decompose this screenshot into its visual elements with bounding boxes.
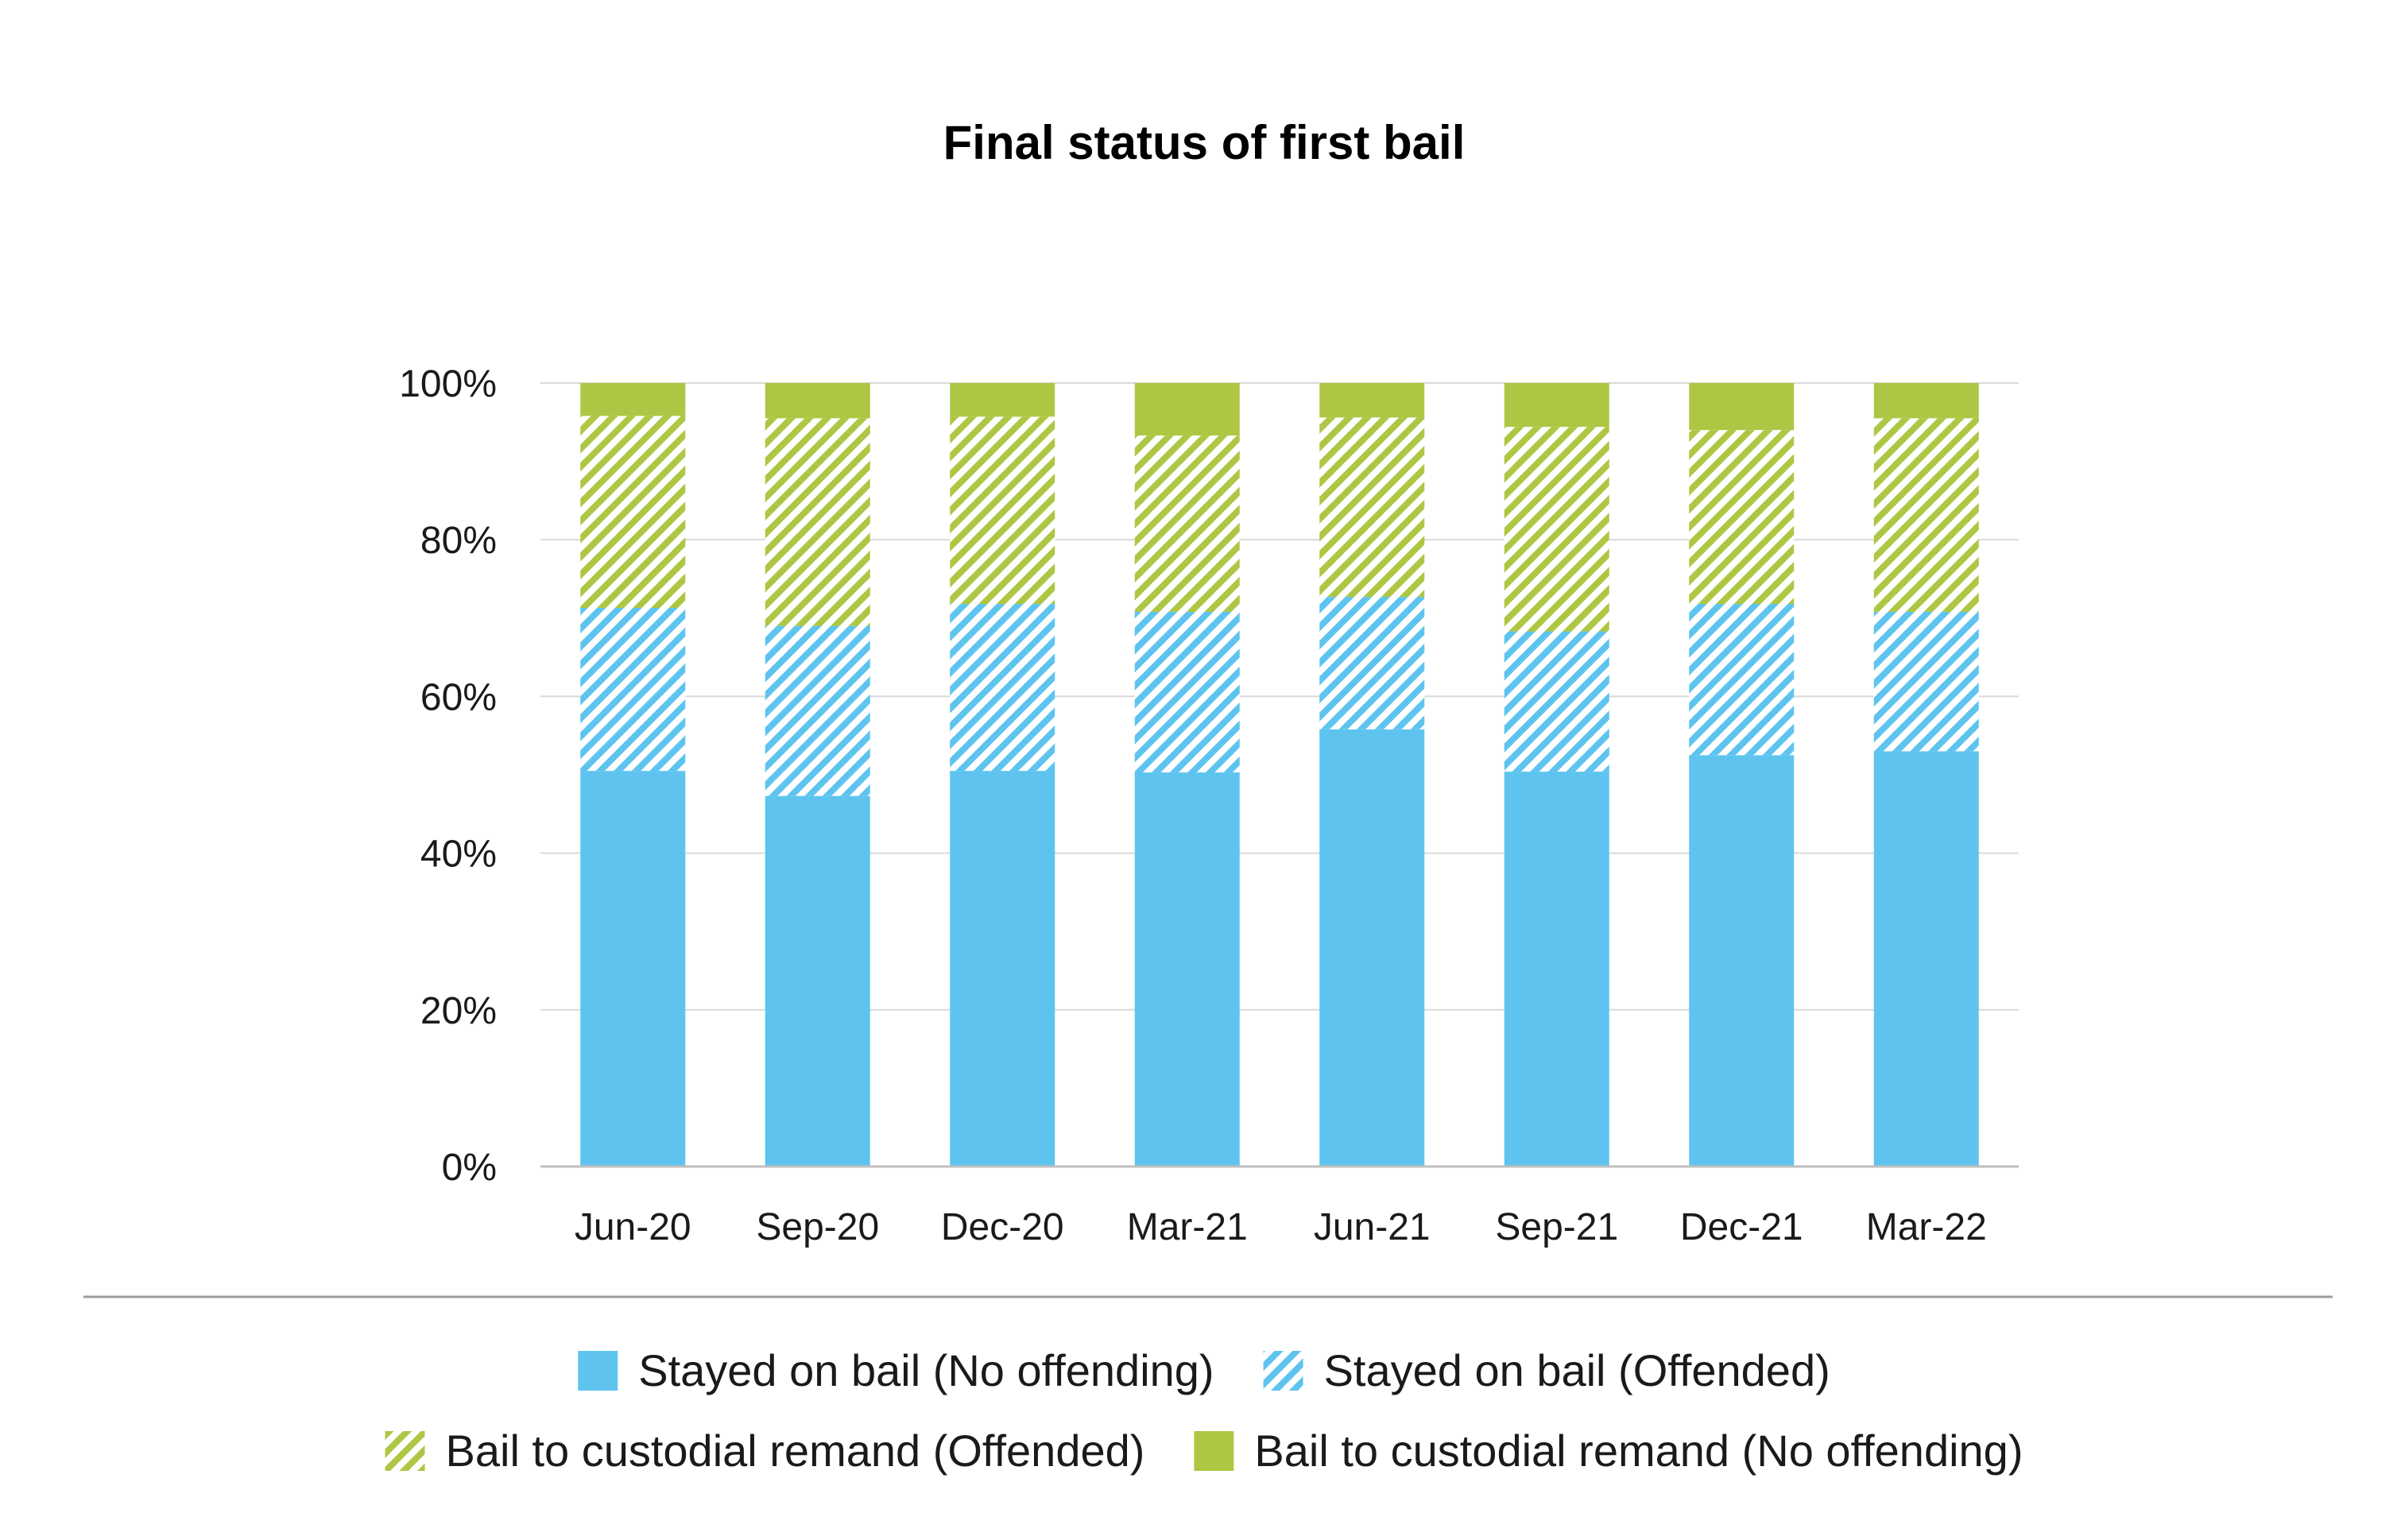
legend-label: Bail to custodial remand (Offended)	[446, 1426, 1145, 1476]
bar-mar-22-series-0	[1873, 751, 1979, 1167]
legend-item-bail-to-custodial-remand-no-offending: Bail to custodial remand (No offending)	[1194, 1426, 2023, 1476]
bar-mar-22-series-1	[1873, 611, 1979, 752]
bar-mar-22-series-3	[1873, 383, 1979, 419]
bar-sep-21-series-1	[1504, 631, 1609, 772]
bar-sep-20-series-1	[765, 625, 870, 796]
gridlines	[540, 382, 2019, 1011]
bar-jun-21-series-1	[1319, 597, 1425, 729]
x-tick-label: Sep-20	[756, 1206, 879, 1248]
legend-swatch	[578, 1351, 618, 1391]
bar-mar-21-series-2	[1134, 435, 1240, 612]
bar-jun-21-series-3	[1319, 383, 1425, 418]
legend-label: Stayed on bail (Offended)	[1324, 1345, 1830, 1395]
legend-item-stayed-on-bail-offended: Stayed on bail (Offended)	[1263, 1345, 1830, 1395]
y-tick-label: 20%	[420, 990, 497, 1032]
x-tick-label: Mar-21	[1127, 1206, 1248, 1248]
legend-swatch	[1263, 1351, 1303, 1391]
x-tick-label: Dec-21	[1680, 1206, 1803, 1248]
bar-dec-21-series-3	[1689, 383, 1795, 431]
bar-sep-21-series-3	[1504, 383, 1609, 428]
y-tick-label: 100%	[399, 363, 497, 405]
y-tick-label: 0%	[442, 1147, 497, 1189]
bar-sep-21-series-2	[1504, 427, 1609, 632]
legend-swatch	[1194, 1431, 1234, 1471]
legend: Stayed on bail (No offending) Stayed on b…	[385, 1345, 2023, 1476]
bar-mar-21-series-3	[1134, 383, 1240, 436]
x-tick-label: Mar-22	[1866, 1206, 1987, 1248]
legend-item-bail-to-custodial-remand-offended: Bail to custodial remand (Offended)	[385, 1426, 1145, 1476]
bar-dec-21-series-0	[1689, 755, 1795, 1167]
bar-dec-21-series-1	[1689, 604, 1795, 756]
chart-title: Final status of first bail	[943, 116, 1466, 169]
bar-dec-20-series-1	[950, 604, 1055, 772]
y-tick-label: 60%	[420, 676, 497, 718]
x-tick-label: Jun-20	[575, 1206, 691, 1248]
bar-jun-20-series-1	[580, 607, 686, 772]
bar-mar-21-series-0	[1134, 772, 1240, 1167]
bar-jun-20-series-0	[580, 771, 686, 1167]
bar-jun-20-series-3	[580, 383, 686, 416]
y-tick-label: 40%	[420, 834, 497, 876]
legend-label: Stayed on bail (No offending)	[638, 1345, 1214, 1395]
bar-sep-20-series-2	[765, 418, 870, 626]
bar-jun-20-series-2	[580, 416, 686, 608]
bar-sep-20-series-0	[765, 795, 870, 1167]
bar-dec-20-series-0	[950, 771, 1055, 1167]
axes: 0% 20% 40% 60% 80% 100% Jun-20 Sep-20 Dec-20 Mar-…	[399, 363, 2019, 1248]
bar-dec-20-series-3	[950, 383, 1055, 417]
bar-mar-22-series-2	[1873, 418, 1979, 612]
legend-label: Bail to custodial remand (No offending)	[1254, 1426, 2023, 1476]
legend-swatch	[385, 1431, 425, 1471]
bar-jun-21-series-0	[1319, 729, 1425, 1167]
bar-mar-21-series-1	[1134, 611, 1240, 773]
bar-sep-20-series-3	[765, 383, 870, 419]
x-tick-label: Sep-21	[1495, 1206, 1618, 1248]
bar-sep-21-series-0	[1504, 772, 1609, 1167]
x-tick-label: Jun-21	[1314, 1206, 1431, 1248]
bars	[580, 383, 1979, 1167]
bar-dec-20-series-2	[950, 416, 1055, 605]
bar-dec-21-series-2	[1689, 430, 1795, 605]
x-tick-label: Dec-20	[941, 1206, 1064, 1248]
legend-item-stayed-on-bail-no-offending: Stayed on bail (No offending)	[578, 1345, 1214, 1395]
bar-jun-21-series-2	[1319, 417, 1425, 598]
y-tick-label: 80%	[420, 520, 497, 562]
